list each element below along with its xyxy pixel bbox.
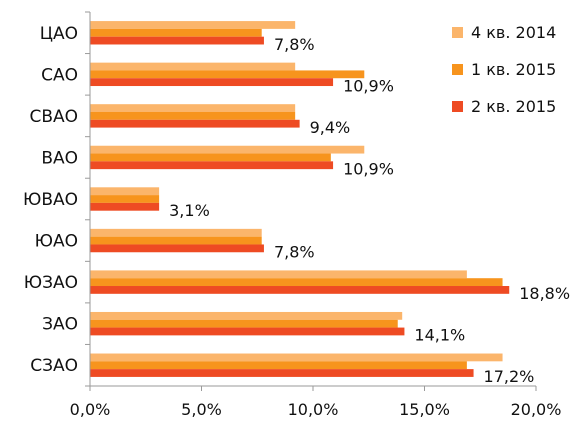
bar-ЮАО-series-2 [90,236,262,245]
bar-ЗАО-series-1 [90,311,403,320]
bars-group [90,21,510,377]
bar-ЮВАО-series-2 [90,195,160,203]
bar-ЮЗАО-series-1 [90,270,467,279]
bar-СВАО-series-1 [90,104,296,112]
x-tick-label: 0,0% [70,400,111,419]
labels-group: ЦАО 7,8% САО 10,9% СВАО 9,4% ВАО 10,9% ЮВАО 3,1% Ю… [23,24,570,419]
bar-СВАО-series-2 [90,111,296,120]
bar-ЮВАО-series-1 [90,187,160,196]
data-label: 9,4% [310,118,351,137]
data-label: 10,9% [343,159,394,178]
category-label: ЮВАО [23,190,78,210]
x-tick-label: 15,0% [399,400,450,419]
data-label: 3,1% [169,201,210,220]
legend-swatch-series-3 [452,101,463,112]
category-label: САО [41,65,78,85]
bar-ЗАО-series-2 [90,319,398,328]
data-label: 7,8% [274,35,315,54]
category-label: ЮАО [35,232,78,252]
bar-ВАО-series-1 [90,145,365,154]
bar-ЦАО-series-2 [90,28,262,37]
data-label: 14,1% [414,326,465,345]
bar-СЗАО-series-1 [90,353,503,362]
legend: 4 кв. 2014 1 кв. 2015 2 кв. 2015 [452,23,556,116]
legend-label-series-3: 2 кв. 2015 [471,97,556,116]
x-tick-label: 5,0% [181,400,222,419]
bar-ЗАО-series-3 [90,327,405,336]
category-label: ЦАО [40,24,78,44]
category-label: ЮЗАО [24,273,78,293]
bar-ЦАО-series-1 [90,21,296,29]
legend-label-series-2: 1 кв. 2015 [471,60,556,79]
category-label: СВАО [29,107,78,127]
bar-ЮЗАО-series-3 [90,286,510,294]
category-label: СЗАО [30,356,78,376]
bar-САО-series-3 [90,78,334,87]
legend-swatch-series-1 [452,27,463,38]
data-label: 17,2% [484,367,535,386]
category-label: ВАО [41,148,78,168]
legend-label-series-1: 4 кв. 2014 [471,23,556,42]
bar-САО-series-1 [90,62,296,71]
bar-САО-series-2 [90,70,365,79]
data-label: 7,8% [274,243,315,262]
data-label: 10,9% [343,76,394,95]
x-tick-label: 10,0% [288,400,339,419]
bar-ВАО-series-2 [90,153,331,162]
data-label: 18,8% [519,284,570,303]
bar-ЮАО-series-3 [90,244,264,253]
bar-ЮАО-series-1 [90,228,262,237]
bar-СЗАО-series-2 [90,361,467,370]
bar-ВАО-series-3 [90,161,334,170]
legend-swatch-series-2 [452,64,463,75]
category-label: ЗАО [42,315,78,335]
bar-ЮВАО-series-3 [90,202,160,211]
bar-СВАО-series-3 [90,119,300,128]
bar-ЮЗАО-series-2 [90,278,503,287]
x-tick-label: 20,0% [511,400,562,419]
axes-group [85,11,537,391]
bar-ЦАО-series-3 [90,36,264,45]
bar-СЗАО-series-3 [90,369,474,377]
